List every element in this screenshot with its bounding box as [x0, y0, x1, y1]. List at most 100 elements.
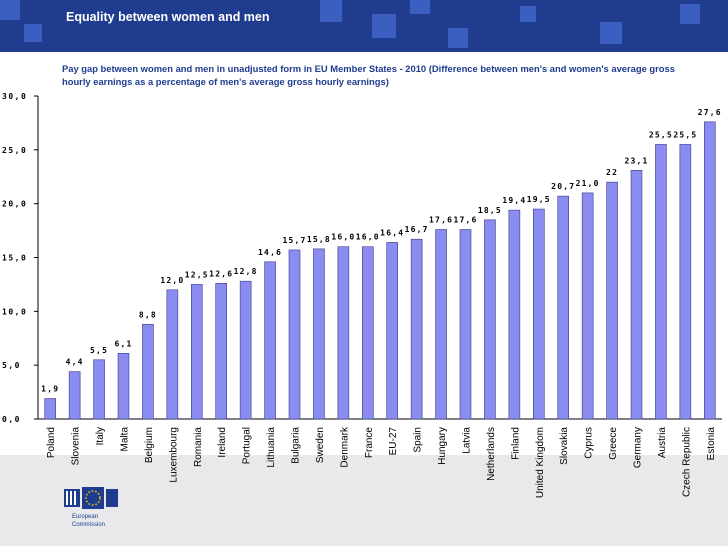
bar-germany — [630, 169, 643, 420]
category-label: Poland — [46, 427, 57, 458]
data-label: 23,1 — [624, 156, 648, 165]
y-tick-label: 10,0 — [2, 307, 27, 316]
category-label: Hungary — [437, 427, 448, 465]
eu-building-icon — [106, 489, 118, 507]
header-decor-square — [0, 0, 20, 20]
category-label: Czech Republic — [681, 427, 692, 497]
y-tick-label: 25,0 — [2, 146, 27, 155]
category-label: Sweden — [315, 427, 326, 463]
data-label: 22 — [606, 168, 618, 177]
category-label: Bulgaria — [291, 427, 302, 464]
header-decor-square — [24, 24, 42, 42]
category-label: Cyprus — [584, 427, 595, 459]
bar-portugal — [239, 280, 252, 420]
bar-united-kingdom — [532, 208, 545, 420]
logo-text-line2: Commission — [72, 522, 105, 528]
data-label: 14,6 — [258, 248, 282, 257]
header-decor-square — [320, 0, 342, 22]
category-label: Slovenia — [71, 427, 82, 466]
data-label: 18,5 — [478, 206, 502, 215]
eu-flag-icon — [82, 487, 104, 509]
eu-building-icon — [66, 491, 68, 505]
header-decor-square — [520, 6, 536, 22]
category-label: Malta — [120, 427, 131, 452]
header-decor-square — [448, 28, 468, 48]
category-label: France — [364, 427, 375, 459]
bar-eu-27 — [386, 242, 399, 420]
data-label: 16,0 — [331, 233, 355, 242]
bar-poland — [44, 398, 57, 420]
bar-finland — [508, 209, 521, 420]
category-label: Estonia — [706, 427, 717, 461]
header-decor-square — [600, 22, 622, 44]
data-label: 27,6 — [698, 108, 722, 117]
bar-spain — [410, 238, 423, 420]
bar-cyprus — [581, 192, 594, 420]
category-label: Germany — [633, 427, 644, 468]
header-bar: Equality between women and men — [0, 0, 728, 52]
eu-building-icon — [74, 491, 76, 505]
bar-netherlands — [484, 219, 496, 420]
bar-belgium — [142, 323, 154, 420]
bar-bulgaria — [288, 249, 301, 420]
chart-bars — [44, 121, 716, 420]
bar-estonia — [703, 121, 716, 420]
category-label: Portugal — [242, 427, 253, 464]
data-label: 15,8 — [307, 235, 331, 244]
category-label: United Kingdom — [535, 427, 546, 498]
footer-band — [0, 455, 728, 546]
header-decor-square — [372, 14, 396, 38]
header-decor-square — [410, 0, 430, 14]
y-tick-label: 5,0 — [2, 361, 21, 370]
data-label: 16,7 — [405, 225, 429, 234]
y-tick-label: 15,0 — [2, 254, 27, 263]
data-label: 16,4 — [380, 228, 404, 237]
bar-france — [361, 246, 374, 420]
category-label: Luxembourg — [168, 427, 179, 483]
category-label: Belgium — [144, 427, 155, 463]
header-decor-square — [680, 4, 700, 24]
data-label: 17,6 — [429, 216, 453, 225]
bar-romania — [190, 284, 203, 420]
bar-italy — [93, 359, 105, 420]
data-label: 19,5 — [527, 195, 551, 204]
category-label: EU-27 — [388, 427, 399, 456]
data-label: 21,0 — [576, 179, 600, 188]
bar-sweden — [313, 248, 325, 420]
category-label: Latvia — [462, 427, 473, 454]
bar-denmark — [337, 246, 350, 420]
category-label: Spain — [413, 427, 424, 453]
logo-text-line1: European — [72, 514, 98, 520]
data-label: 19,4 — [502, 196, 526, 205]
data-label: 25,5 — [673, 130, 697, 139]
data-label: 4,4 — [66, 358, 84, 367]
bar-austria — [655, 144, 667, 420]
category-label: Slovakia — [559, 427, 570, 465]
data-label: 16,0 — [356, 233, 380, 242]
category-label: Lithuania — [266, 427, 277, 468]
data-label: 20,7 — [551, 182, 575, 191]
category-label: Finland — [510, 427, 521, 460]
header-title: Equality between women and men — [66, 10, 270, 24]
data-label: 12,0 — [160, 276, 184, 285]
bar-slovakia — [557, 195, 570, 420]
data-label: 25,5 — [649, 130, 673, 139]
y-tick-label: 0,0 — [2, 415, 21, 424]
eu-building-icon — [70, 491, 72, 505]
data-label: 1,9 — [41, 385, 59, 394]
bar-greece — [606, 181, 618, 420]
data-label: 8,8 — [139, 310, 157, 319]
y-tick-label: 20,0 — [2, 200, 27, 209]
bar-slovenia — [68, 371, 81, 420]
category-label: Netherlands — [486, 427, 497, 481]
bar-czech-republic — [679, 144, 692, 420]
bar-malta — [117, 353, 130, 420]
category-label: Austria — [657, 427, 668, 459]
chart-title: Pay gap between women and men in unadjus… — [62, 63, 675, 87]
category-label: Denmark — [339, 426, 350, 468]
data-label: 12,8 — [234, 267, 258, 276]
data-label: 15,7 — [282, 236, 306, 245]
category-label: Romania — [193, 427, 204, 467]
data-label: 6,1 — [114, 339, 132, 348]
